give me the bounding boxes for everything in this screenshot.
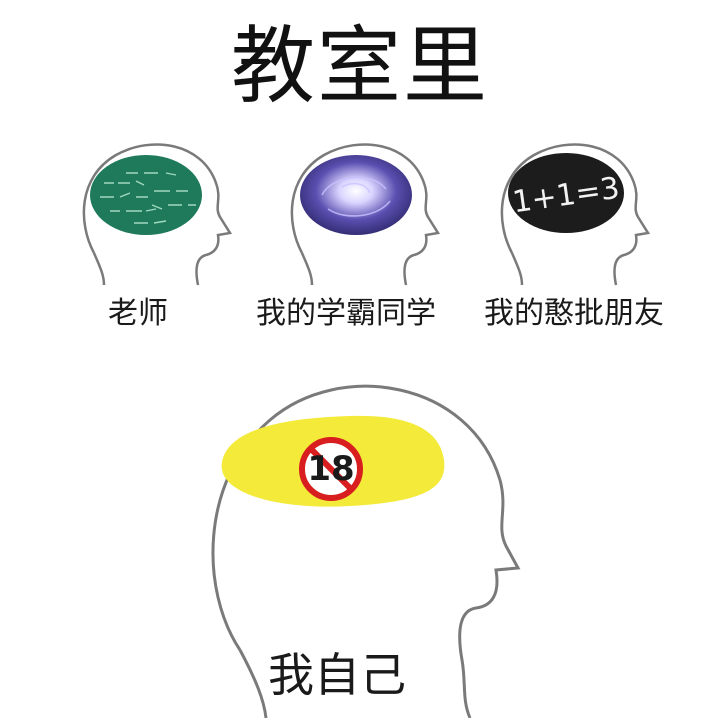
galaxy-brain [300, 155, 412, 235]
top-student-head [290, 143, 441, 286]
chalkboard-brain [508, 153, 624, 233]
no-under-18-icon [299, 437, 363, 501]
self-label: 我自己 [268, 648, 406, 702]
galaxy-swirls [321, 176, 391, 217]
teacher-label: 老师 [108, 296, 168, 331]
equation-scribbles [100, 172, 196, 224]
teacher-head [82, 143, 233, 286]
meme-title: 教室里 [230, 17, 489, 115]
badge-number: 18 [307, 449, 355, 489]
silly-friend-label: 我的憨批朋友 [484, 296, 664, 331]
top-student-label: 我的学霸同学 [256, 296, 436, 331]
silly-friend-head: 1+1=3 [500, 143, 651, 286]
